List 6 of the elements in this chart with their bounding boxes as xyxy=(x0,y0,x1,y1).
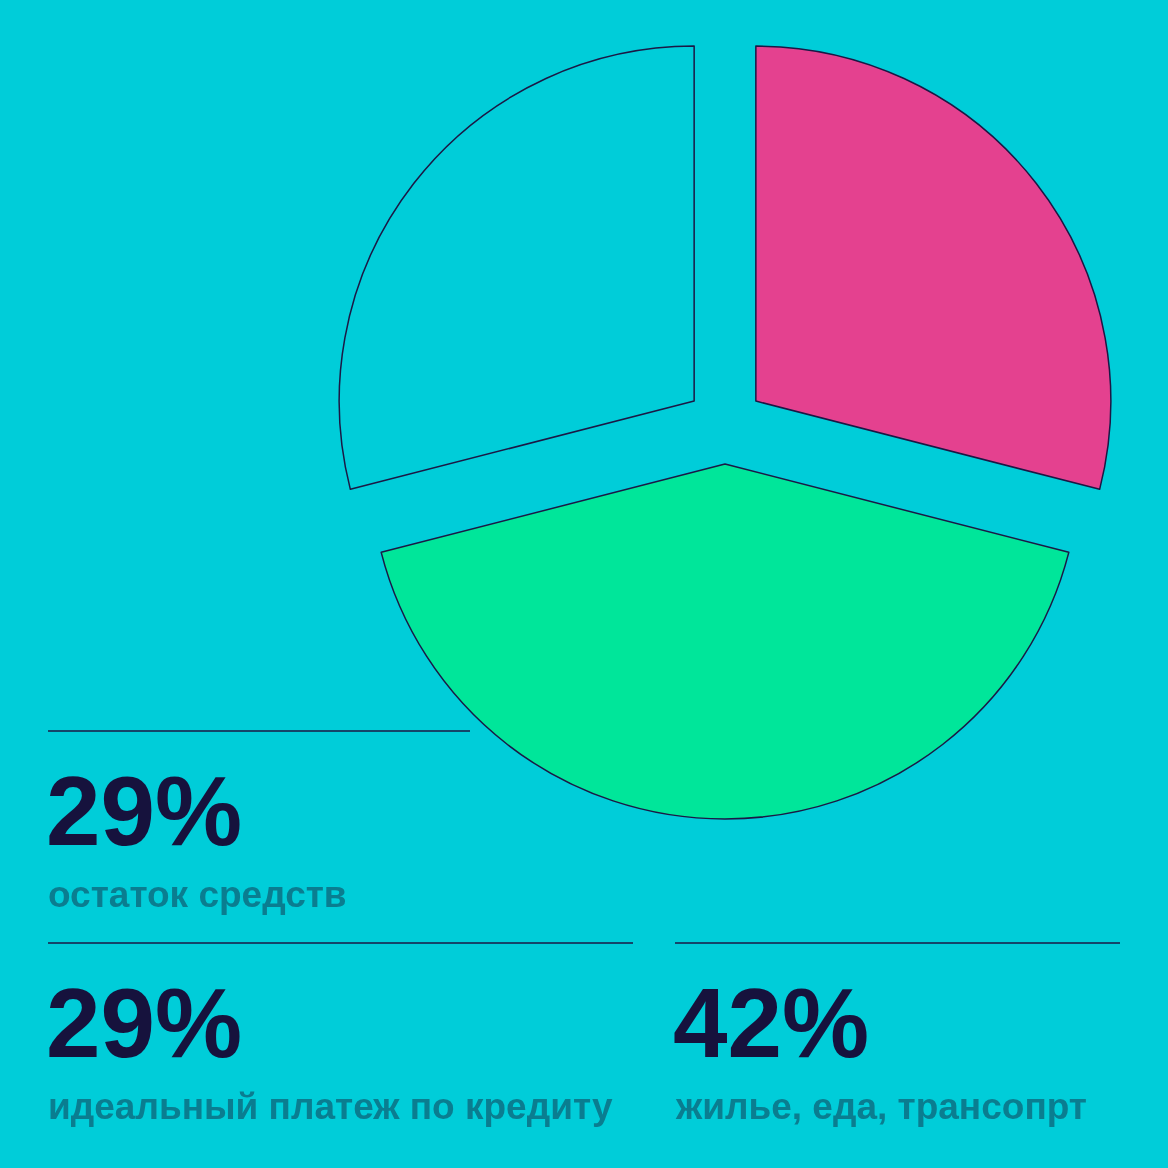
text: остаток средств xyxy=(48,874,347,915)
text: идеальный платеж по кредиту xyxy=(48,1086,613,1127)
text: жилье, еда, трансопрт xyxy=(675,1086,1087,1127)
text: 29% xyxy=(46,756,243,866)
text: 42% xyxy=(673,968,870,1078)
text: 29% xyxy=(46,968,243,1078)
